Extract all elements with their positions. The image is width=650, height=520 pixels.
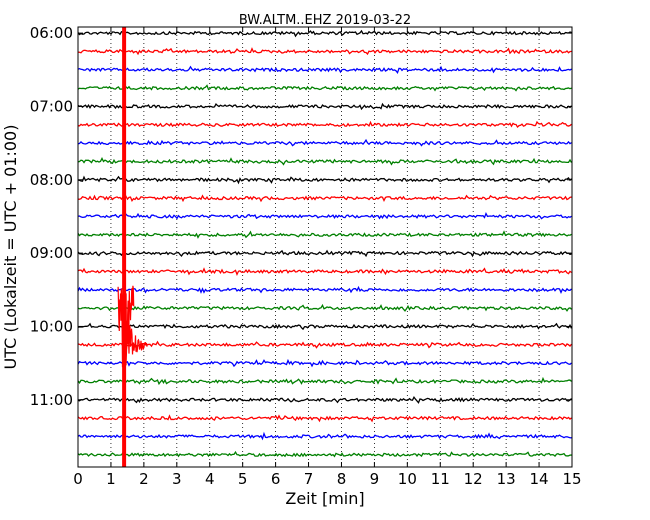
trace-0830 <box>77 211 572 220</box>
trace-1045 <box>77 376 572 386</box>
trace-0700 <box>77 102 572 111</box>
x-tick-label: 11 <box>431 470 450 488</box>
y-tick-label: 09:00 <box>30 244 73 262</box>
y-tick-label: 06:00 <box>30 24 73 42</box>
event-onset-burst <box>117 285 135 368</box>
trace-0915 <box>77 267 572 276</box>
y-tick-label: 08:00 <box>30 171 73 189</box>
earthquake-event <box>117 27 148 467</box>
x-tick-label: 4 <box>205 470 215 488</box>
x-tick-label: 10 <box>398 470 417 488</box>
y-tick-label: 07:00 <box>30 97 73 115</box>
x-tick-label: 0 <box>73 470 83 488</box>
trace-0815 <box>77 194 572 203</box>
x-tick-label: 3 <box>172 470 182 488</box>
y-axis-label: UTC (Lokalzeit = UTC + 01:00) <box>1 125 20 370</box>
trace-1145 <box>77 450 572 458</box>
trace-0945 <box>77 303 572 312</box>
trace-1030 <box>77 358 572 368</box>
trace-1015 <box>77 340 573 349</box>
trace-1130 <box>77 431 572 441</box>
x-tick-label: 13 <box>497 470 516 488</box>
trace-0845 <box>77 230 572 239</box>
trace-0900 <box>77 249 572 258</box>
x-tick-label: 7 <box>304 470 314 488</box>
trace-0715 <box>77 120 572 129</box>
event-spike <box>122 27 127 467</box>
x-tick-label: 5 <box>238 470 248 488</box>
trace-group <box>77 29 573 458</box>
trace-0930 <box>77 285 572 294</box>
y-tick-label: 10:00 <box>30 317 73 335</box>
plot-frame <box>77 26 573 468</box>
x-tick-label: 8 <box>337 470 347 488</box>
trace-0615 <box>77 47 572 56</box>
x-tick-label: 14 <box>530 470 549 488</box>
trace-0745 <box>77 157 573 166</box>
x-axis-label: Zeit [min] <box>285 489 364 508</box>
trace-0645 <box>77 84 572 92</box>
x-tick-label: 9 <box>370 470 380 488</box>
trace-1000 <box>77 322 573 331</box>
trace-0800 <box>77 175 572 185</box>
axes: 0 1 2 3 4 5 6 7 8 9 10 11 12 13 14 1506:0007:0008:0009:… <box>30 24 582 488</box>
chart-title: BW.ALTM..EHZ 2019-03-22 <box>239 13 411 28</box>
trace-0730 <box>77 138 572 147</box>
x-tick-label: 12 <box>464 470 483 488</box>
trace-0600 <box>77 29 572 38</box>
trace-1115 <box>77 414 572 423</box>
trace-0630 <box>77 65 572 75</box>
x-tick-label: 15 <box>562 470 581 488</box>
y-tick-label: 11:00 <box>30 391 73 409</box>
x-tick-label: 2 <box>139 470 149 488</box>
x-tick-label: 1 <box>106 470 116 488</box>
x-tick-label: 6 <box>271 470 281 488</box>
trace-1100 <box>77 396 572 404</box>
x-grid <box>110 27 540 467</box>
